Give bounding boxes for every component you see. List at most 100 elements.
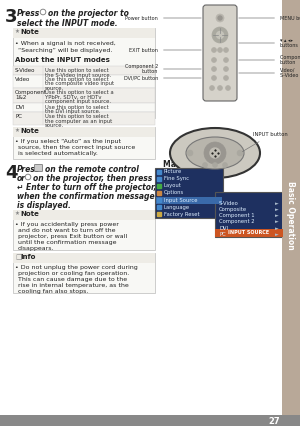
Text: cooling fan also stops.: cooling fan also stops. [18, 289, 88, 294]
FancyBboxPatch shape [13, 210, 155, 220]
FancyBboxPatch shape [215, 229, 283, 237]
Circle shape [218, 86, 223, 90]
Text: ►: ► [275, 207, 279, 212]
Text: INPUT SOURCE: INPUT SOURCE [228, 230, 270, 236]
FancyBboxPatch shape [13, 28, 155, 118]
Text: Component 2: Component 2 [219, 219, 255, 225]
FancyBboxPatch shape [13, 103, 155, 112]
Circle shape [212, 58, 217, 63]
Circle shape [224, 75, 229, 81]
Text: Language: Language [164, 205, 190, 210]
Text: S-Video: S-Video [15, 68, 35, 73]
Text: source.: source. [45, 123, 64, 128]
Text: Component 1
button: Component 1 button [239, 55, 300, 66]
Circle shape [209, 86, 214, 90]
Text: the composite video input: the composite video input [45, 81, 114, 86]
FancyBboxPatch shape [0, 415, 300, 426]
Text: Power button: Power button [125, 15, 201, 20]
Circle shape [204, 142, 226, 164]
Text: Use this option to select a: Use this option to select a [45, 90, 114, 95]
Text: Basic Operation: Basic Operation [286, 181, 296, 249]
FancyBboxPatch shape [13, 28, 155, 38]
FancyBboxPatch shape [13, 210, 155, 250]
Ellipse shape [186, 137, 244, 169]
Text: on the projector to: on the projector to [48, 9, 129, 18]
FancyBboxPatch shape [13, 253, 155, 263]
Text: PC: PC [219, 232, 226, 237]
Text: ★: ★ [15, 29, 20, 34]
Text: 3: 3 [5, 8, 17, 26]
Text: Component 2
button: Component 2 button [125, 63, 201, 75]
Text: Main Menu: Main Menu [163, 160, 211, 169]
Text: Options: Options [164, 190, 184, 196]
Text: on the projector, then press: on the projector, then press [33, 174, 152, 183]
Text: or: or [17, 174, 26, 183]
Text: Video/
S-Video button: Video/ S-Video button [239, 68, 300, 78]
Circle shape [212, 75, 217, 81]
Text: DVI: DVI [219, 226, 228, 230]
Circle shape [224, 58, 229, 63]
Text: Composite: Composite [219, 207, 247, 212]
Text: • If you select “Auto” as the input: • If you select “Auto” as the input [15, 139, 121, 144]
Circle shape [223, 162, 227, 167]
Text: □: □ [15, 254, 22, 260]
Text: the DVI input source.: the DVI input source. [45, 109, 100, 115]
Text: is selected automatically.: is selected automatically. [18, 151, 98, 156]
FancyBboxPatch shape [13, 75, 155, 88]
Circle shape [216, 14, 224, 22]
Text: component input source.: component input source. [45, 99, 111, 104]
Text: S-Video: S-Video [219, 201, 239, 206]
Text: Use this option to select: Use this option to select [45, 114, 109, 119]
FancyBboxPatch shape [13, 88, 155, 103]
Text: source.: source. [45, 86, 64, 91]
Circle shape [187, 150, 193, 156]
Circle shape [218, 16, 222, 20]
Text: ►: ► [275, 219, 279, 225]
Text: About the INPUT modes: About the INPUT modes [15, 57, 110, 63]
Ellipse shape [170, 128, 260, 178]
FancyBboxPatch shape [13, 127, 155, 137]
Text: Press: Press [17, 165, 40, 174]
Text: when the confirmation message: when the confirmation message [17, 192, 154, 201]
Text: • If you accidentally press power: • If you accidentally press power [15, 222, 119, 227]
Text: ★: ★ [15, 211, 20, 216]
Text: select the INPUT mode.: select the INPUT mode. [17, 19, 118, 28]
Text: Layout: Layout [164, 183, 182, 188]
Text: and do not want to turn off the: and do not want to turn off the [18, 228, 116, 233]
Circle shape [224, 48, 229, 52]
Circle shape [202, 162, 208, 167]
FancyBboxPatch shape [203, 5, 237, 101]
FancyBboxPatch shape [0, 0, 282, 415]
Text: Picture: Picture [164, 169, 182, 174]
FancyBboxPatch shape [13, 112, 155, 125]
Text: projection or cooling fan operation.: projection or cooling fan operation. [18, 271, 129, 276]
Text: Factory Reset: Factory Reset [164, 212, 200, 217]
Circle shape [212, 162, 217, 167]
Text: is displayed.: is displayed. [17, 201, 71, 210]
Text: ★: ★ [15, 128, 20, 133]
Text: ►: ► [275, 201, 279, 206]
Text: • Do not unplug the power cord during: • Do not unplug the power cord during [15, 265, 138, 270]
FancyBboxPatch shape [282, 0, 300, 415]
Text: MENU button: MENU button [239, 15, 300, 20]
Text: until the confirmation message: until the confirmation message [18, 240, 116, 245]
Text: projector, press Exit button or wall: projector, press Exit button or wall [18, 234, 127, 239]
Text: Component: Component [15, 90, 47, 95]
Text: Info: Info [20, 254, 35, 260]
Circle shape [224, 66, 229, 72]
Text: source, then the correct input source: source, then the correct input source [18, 145, 135, 150]
Text: Press: Press [17, 9, 40, 18]
Text: Use this option to select: Use this option to select [45, 105, 109, 110]
Circle shape [226, 86, 230, 90]
Text: ►: ► [275, 226, 279, 230]
Text: DVI/PC button: DVI/PC button [124, 75, 201, 81]
Text: • When a signal is not received,: • When a signal is not received, [15, 41, 116, 46]
Text: 1&2: 1&2 [15, 95, 26, 100]
Text: Input Source: Input Source [164, 198, 197, 203]
Text: disappears.: disappears. [18, 246, 55, 251]
Text: YPbPr, SDTv, or HDTv: YPbPr, SDTv, or HDTv [45, 95, 101, 100]
Text: rise in internal temperature, as the: rise in internal temperature, as the [18, 283, 129, 288]
Text: on the remote control: on the remote control [45, 165, 139, 174]
Text: Use this option to select: Use this option to select [45, 68, 109, 73]
Text: the computer as an input: the computer as an input [45, 118, 112, 124]
